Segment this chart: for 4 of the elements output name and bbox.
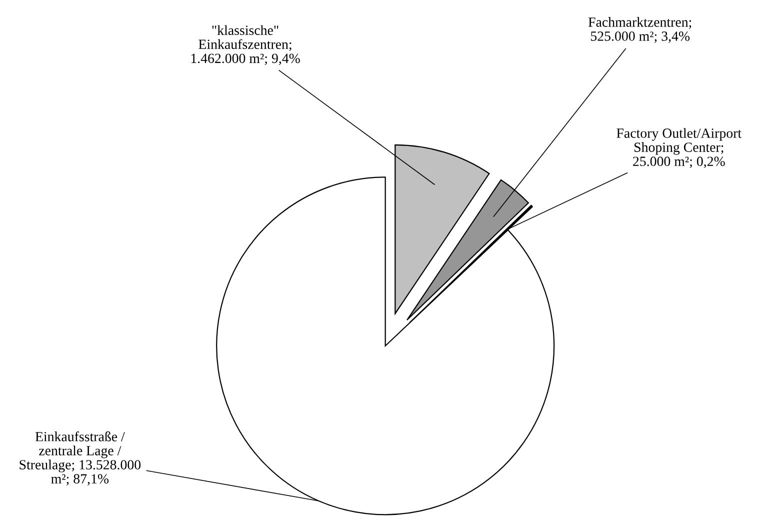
slice-label: Einkaufsstraße / zentrale Lage / Streulage; 13.528.000 m²; 87,1% (20, 431, 141, 486)
slice-label: Factory Outlet/Airport Shoping Center; 25.000 m²; 0,2% (616, 128, 742, 168)
slice-label: "klassische" Einkaufszentren; 1.462.000 m²; 9,4% (191, 25, 300, 66)
slice-label: Fachmarktzentren; 525.000 m²; 3,4% (588, 17, 692, 43)
